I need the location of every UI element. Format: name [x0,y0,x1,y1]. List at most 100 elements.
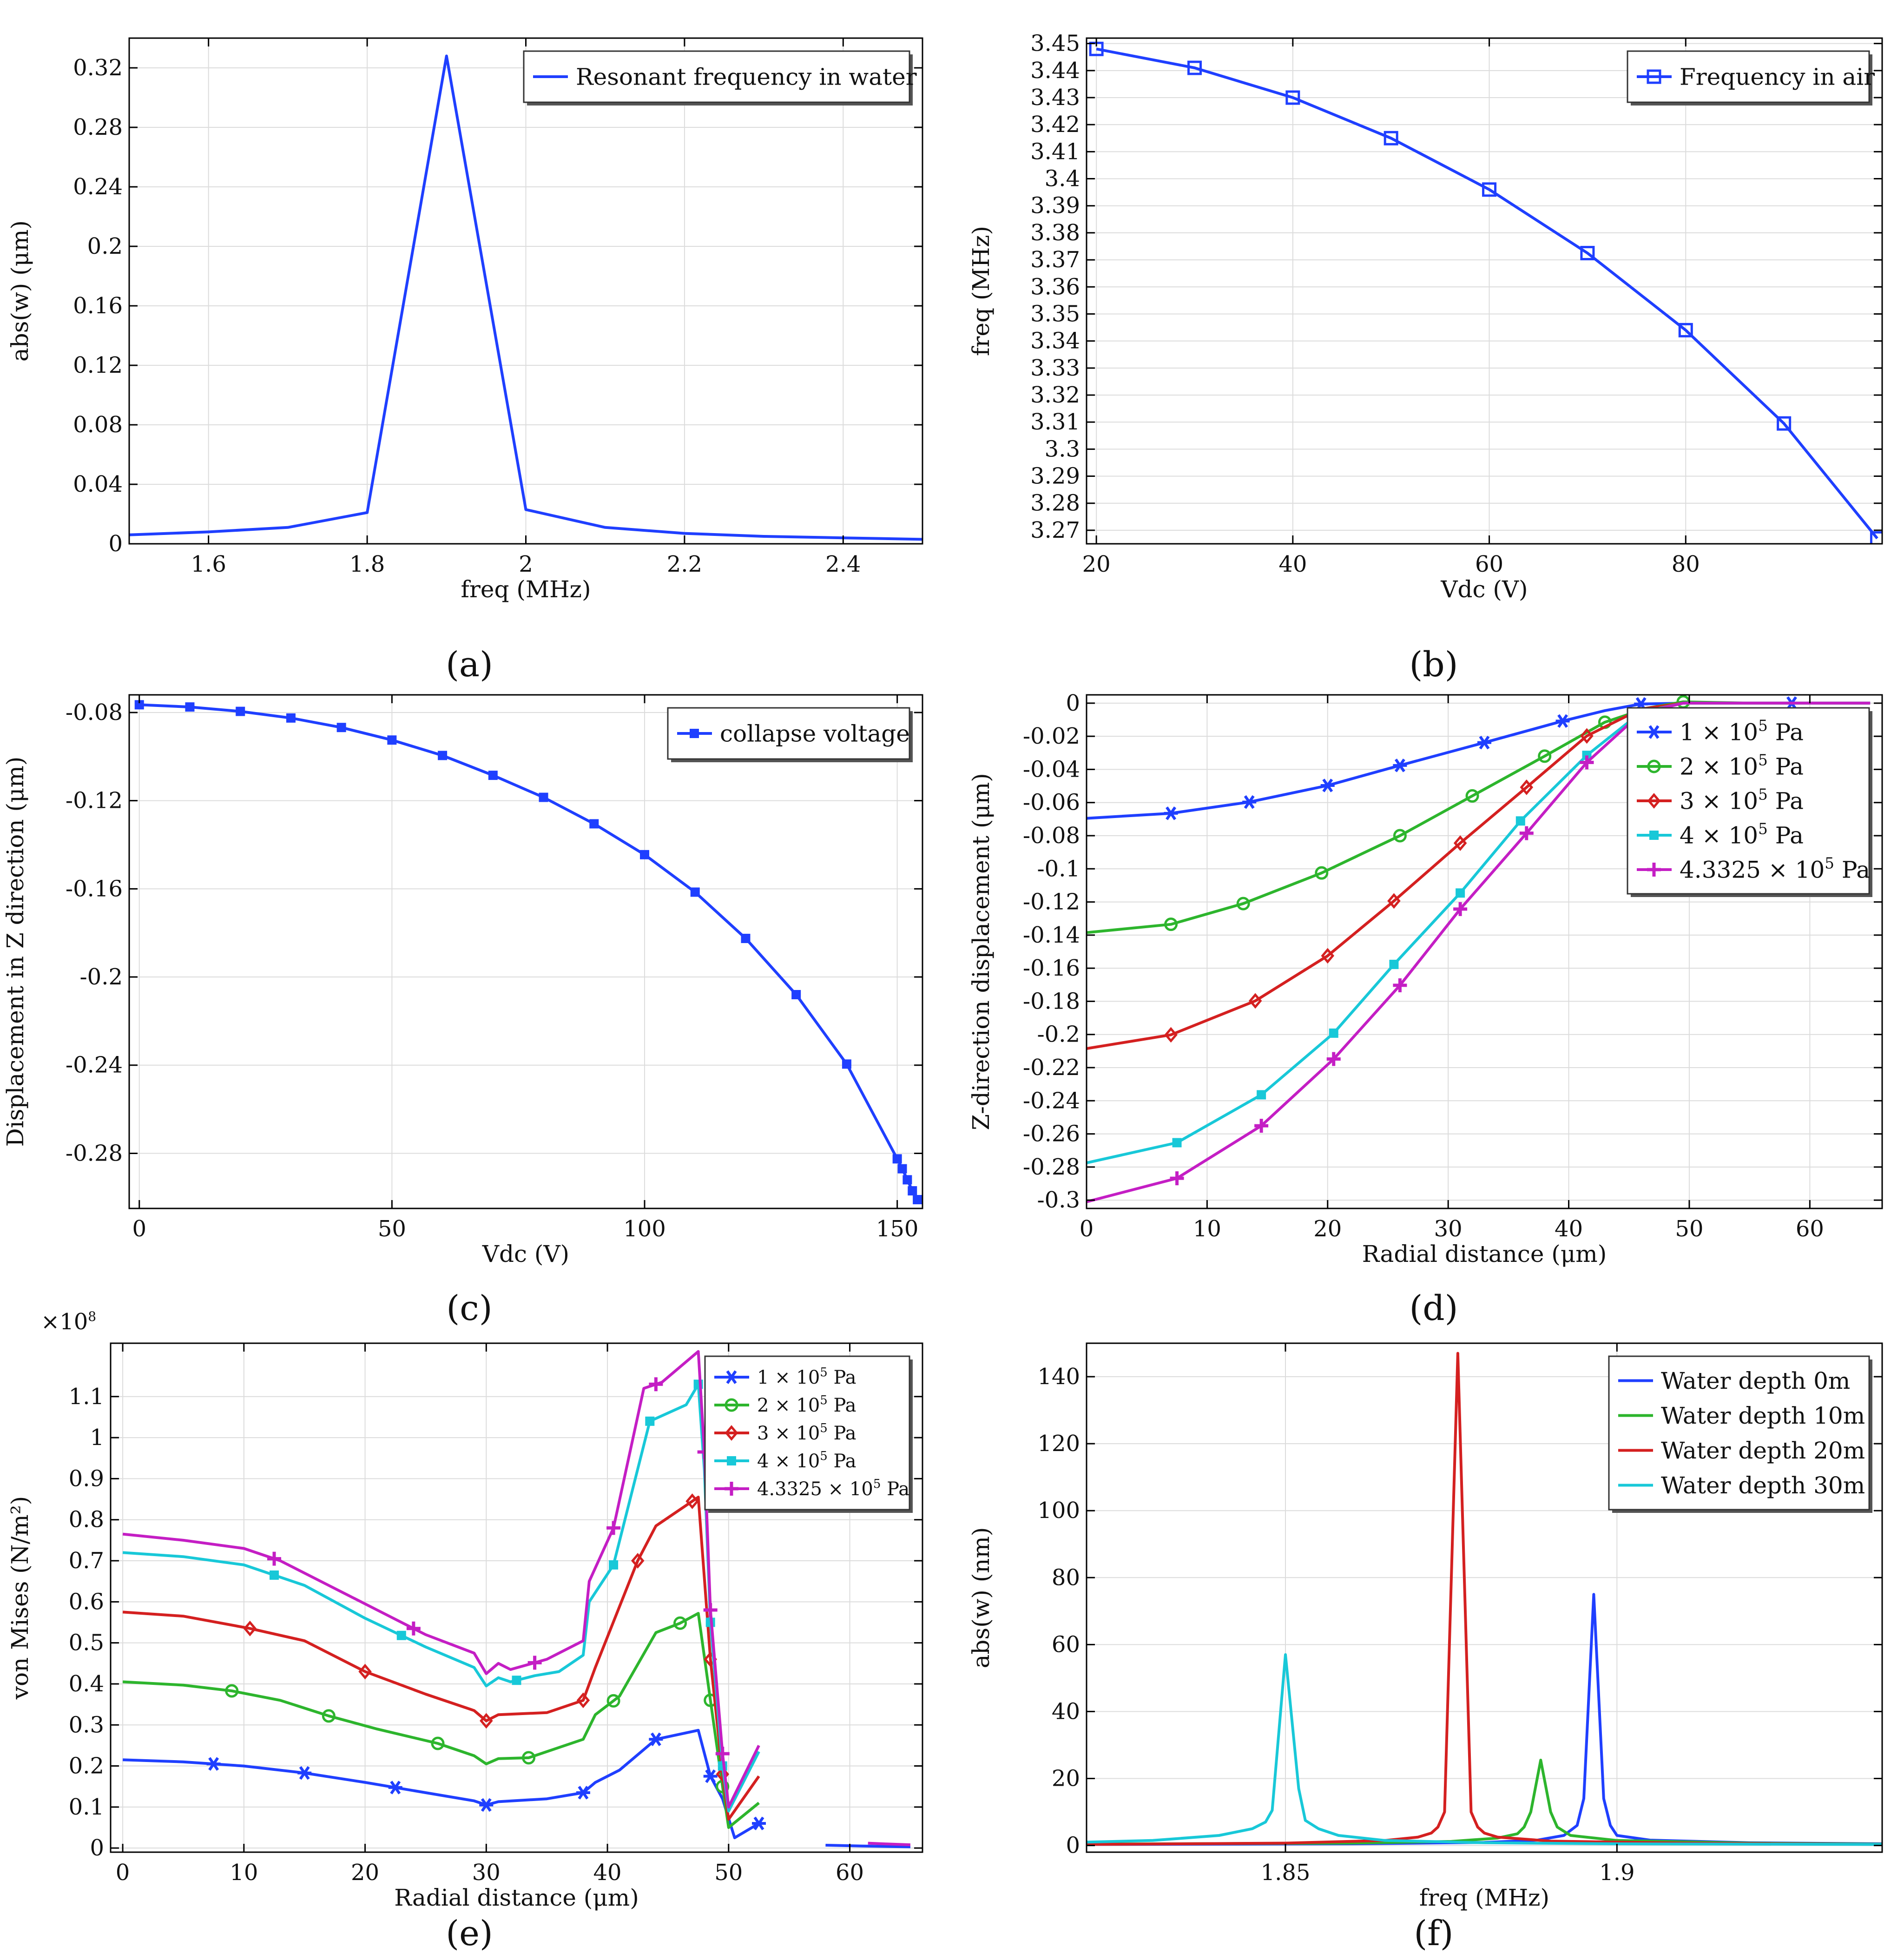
data-marker [1164,917,1178,931]
y-tick-label: 0.9 [69,1465,104,1491]
data-marker [1242,795,1257,809]
legend-entry-1: 1 × 105 Pa [1637,717,1804,746]
data-marker [134,700,144,710]
legend-label-unit: Pa [1768,822,1804,849]
data-marker [539,792,548,802]
legend-label-exponent: 5 [1758,717,1768,735]
axes-frame [1086,37,1883,545]
data-marker [690,887,700,897]
y-tick-label: 120 [1037,1431,1080,1457]
data-marker [1326,1052,1341,1066]
x-axis-label: freq (MHz) [461,576,591,603]
panel-label: (f) [1414,1914,1453,1953]
x-tick-label: 50 [1675,1216,1703,1242]
y-tick-label: -0.06 [1023,790,1080,816]
y-tick-label: -0.08 [66,700,123,726]
y-tick-label: 0.4 [69,1671,104,1697]
legend-marker [1647,725,1661,739]
data-marker [1453,835,1467,851]
legend: Frequency in air [1627,50,1875,106]
data-marker [673,1616,687,1630]
data-marker [1236,897,1250,911]
y-axis-label: Z-direction displacement (μm) [968,773,995,1130]
series-1 [122,1729,910,1848]
legend-label: 2 × 105 Pa [757,1393,856,1416]
data-marker [1257,1090,1266,1100]
y-tick-label: 3.36 [1030,274,1080,300]
legend-entry-5: 4.3325 × 105 Pa [1637,855,1870,884]
legend: Water depth 0m Water depth 10m Water depth… [1608,1355,1872,1513]
data-marker [703,1603,718,1617]
data-marker [527,1656,542,1670]
y-ticks: 0 0.04 0.08 0.12 0.16 0.2 0.24 0.28 0.32 [73,55,922,557]
chart-panel-c: 0 50 100 150 -0.28 -0.24 -0.2 -0.16 -0.12 -0.08 Vd… [2,694,923,1328]
x-ticks: 1.85 1.9 [1261,1343,1635,1886]
y-axis-label: abs(w) (nm) [968,1527,995,1669]
legend-label-main: 2 × 10 [1680,753,1758,780]
y-ticks: 3.273.283.293.33.313.323.333.343.353.363… [1030,31,1882,543]
axes-frame [110,1342,923,1853]
y-tick-label: -0.02 [1023,723,1080,749]
x-tick-label: 100 [623,1216,666,1242]
y-tick-label: 80 [1052,1564,1080,1590]
x-tick-label: 50 [378,1216,406,1242]
data-marker [892,1154,902,1164]
gridlines [111,1343,922,1852]
data-marker [649,1732,663,1746]
legend: 1 × 105 Pa2 × 105 Pa3 × 105 Pa4 × 105 Pa… [704,1355,913,1513]
legend-label-main: 1 × 10 [1680,719,1758,746]
x-tick-label: 0 [132,1216,146,1242]
y-tick-label: -0.14 [1023,922,1080,948]
y-tick-label: 0.5 [69,1630,104,1656]
legend-marker [1647,759,1661,773]
y-tick-label: 3.35 [1030,301,1080,327]
legend-entry-3: Water depth 20m [1618,1437,1865,1464]
panel-label: (b) [1409,645,1458,685]
y-tick-label: 20 [1052,1766,1080,1792]
legend-entry-1: Water depth 0m [1618,1367,1850,1394]
legend-label-exponent: 5 [1758,786,1768,804]
series-line [122,1496,760,1821]
data-marker [685,1493,699,1509]
legend-label: Frequency in air [1680,64,1875,91]
data-marker [1515,816,1525,826]
data-marker [522,1751,536,1765]
y-tick-label: -0.08 [1023,823,1080,849]
y-tick-label: 0.08 [73,412,123,438]
y-tick-label: 60 [1052,1631,1080,1657]
data-marker [741,934,751,944]
data-marker [751,1816,766,1830]
legend-label: Water depth 30m [1661,1472,1865,1499]
series-4 [1087,1653,1882,1846]
y-tick-label: 3.4 [1045,166,1080,192]
y-tick-label: -0.18 [1023,988,1080,1014]
legend-label-main: 3 × 10 [757,1423,820,1444]
data-marker [913,1195,922,1205]
axes-frame [128,694,923,1209]
legend-label: 3 × 105 Pa [757,1421,856,1444]
data-marker [897,1164,907,1174]
data-marker [1482,182,1497,197]
y-tick-label: -0.26 [1023,1121,1080,1147]
y-tick-label: 0 [108,531,123,557]
data-marker [649,1377,663,1392]
panel-label: (d) [1409,1288,1458,1328]
data-marker [645,1416,655,1426]
data-marker [1387,893,1401,909]
legend-entry-3: 3 × 105 Pa [1637,786,1804,815]
y-tick-label: -0.28 [1023,1154,1080,1180]
x-tick-label: 60 [1475,551,1503,577]
x-tick-label: 40 [593,1860,622,1886]
legend-label-unit: Pa [828,1423,856,1444]
legend-entry-1: Frequency in air [1637,64,1875,91]
data-marker [903,1175,912,1185]
y-tick-label: 40 [1052,1698,1080,1724]
x-tick-label: 1.8 [349,551,385,577]
y-tick-label: -0.2 [1037,1022,1080,1048]
legend-label-unit: Pa [828,1451,856,1472]
legend-marker [1647,793,1661,809]
panel-label: (e) [446,1914,493,1953]
data-marker [488,771,498,780]
legend-marker [690,729,699,738]
x-tick-label: 30 [472,1860,501,1886]
